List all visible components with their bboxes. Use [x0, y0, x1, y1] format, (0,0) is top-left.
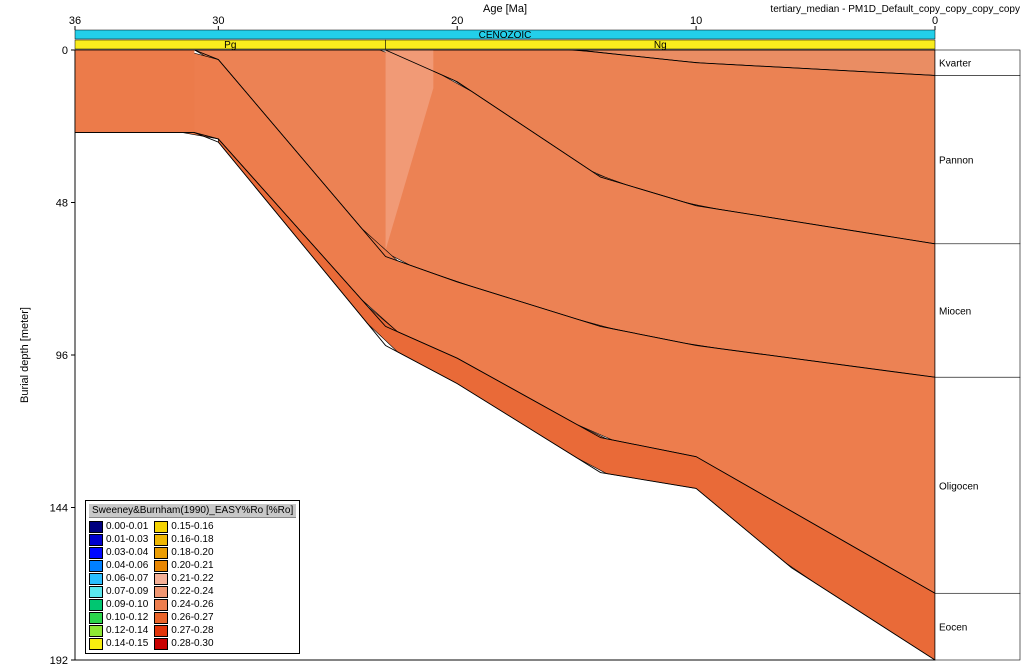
legend-item: 0.10-0.12: [89, 611, 148, 624]
legend-swatch: [89, 521, 103, 533]
x-axis-title: Age [Ma]: [483, 3, 527, 15]
legend-swatch: [154, 547, 168, 559]
legend-label: 0.09-0.10: [106, 598, 148, 611]
legend-label: 0.26-0.27: [171, 611, 213, 624]
legend-label: 0.16-0.18: [171, 533, 213, 546]
legend-swatch: [89, 547, 103, 559]
legend-swatch: [89, 625, 103, 637]
legend-swatch: [89, 586, 103, 598]
legend-item: 0.26-0.27: [154, 611, 213, 624]
legend-item: 0.27-0.28: [154, 624, 213, 637]
y-tick-label: 144: [50, 503, 68, 515]
legend-label: 0.00-0.01: [106, 520, 148, 533]
legend-swatch: [154, 521, 168, 533]
x-tick-label: 10: [690, 15, 702, 27]
legend-label: 0.14-0.15: [106, 637, 148, 650]
legend-item: 0.16-0.18: [154, 533, 213, 546]
legend-label: 0.21-0.22: [171, 572, 213, 585]
legend-label: 0.12-0.14: [106, 624, 148, 637]
legend-item: 0.15-0.16: [154, 520, 213, 533]
right-strat-label: Kvarter: [939, 59, 972, 70]
legend-swatch: [154, 573, 168, 585]
legend-swatch: [89, 612, 103, 624]
legend-label: 0.28-0.30: [171, 637, 213, 650]
period-label: Pg: [224, 40, 236, 51]
right-strat-label: Eocen: [939, 623, 967, 634]
legend-item: 0.14-0.15: [89, 637, 148, 650]
legend-grid: 0.00-0.010.01-0.030.03-0.040.04-0.060.06…: [89, 520, 296, 650]
plot-title: tertiary_median - PM1D_Default_copy_copy…: [770, 4, 1020, 15]
x-tick-label: 30: [212, 15, 224, 27]
y-axis-title: Burial depth [meter]: [19, 307, 31, 403]
legend-item: 0.24-0.26: [154, 598, 213, 611]
legend-swatch: [154, 599, 168, 611]
legend-item: 0.22-0.24: [154, 585, 213, 598]
burial-chart: CENOZOIC Pg Ng Kvarter Pannon Miocen Oligocen E…: [0, 0, 1024, 670]
legend-item: 0.28-0.30: [154, 637, 213, 650]
y-tick-label: 192: [50, 655, 68, 667]
period-label: Ng: [654, 40, 667, 51]
y-tick-label: 0: [62, 45, 68, 57]
x-tick-label: 36: [69, 15, 81, 27]
legend-label: 0.03-0.04: [106, 546, 148, 559]
legend-label: 0.01-0.03: [106, 533, 148, 546]
legend-label: 0.15-0.16: [171, 520, 213, 533]
legend-label: 0.20-0.21: [171, 559, 213, 572]
x-tick-label: 0: [932, 15, 938, 27]
legend-item: 0.18-0.20: [154, 546, 213, 559]
legend-item: 0.21-0.22: [154, 572, 213, 585]
right-strat-label: Pannon: [939, 156, 973, 167]
era-label: CENOZOIC: [479, 30, 532, 41]
legend-swatch: [154, 560, 168, 572]
right-strat-label: Miocen: [939, 307, 971, 318]
legend-item: 0.00-0.01: [89, 520, 148, 533]
y-tick-label: 48: [56, 198, 68, 210]
legend-item: 0.01-0.03: [89, 533, 148, 546]
legend-swatch: [89, 573, 103, 585]
legend-swatch: [154, 534, 168, 546]
legend-label: 0.07-0.09: [106, 585, 148, 598]
legend-box: Sweeney&Burnham(1990)_EASY%Ro [%Ro] 0.00…: [85, 500, 300, 654]
right-strat-label: Oligocen: [939, 481, 978, 492]
legend-label: 0.04-0.06: [106, 559, 148, 572]
legend-swatch: [154, 625, 168, 637]
legend-swatch: [154, 612, 168, 624]
legend-label: 0.06-0.07: [106, 572, 148, 585]
fill-region: [75, 50, 194, 133]
legend-label: 0.18-0.20: [171, 546, 213, 559]
legend-swatch: [89, 534, 103, 546]
x-tick-label: 20: [451, 15, 463, 27]
legend-swatch: [89, 638, 103, 650]
legend-item: 0.12-0.14: [89, 624, 148, 637]
legend-swatch: [89, 560, 103, 572]
legend-item: 0.06-0.07: [89, 572, 148, 585]
legend-title: Sweeney&Burnham(1990)_EASY%Ro [%Ro]: [89, 504, 296, 518]
legend-swatch: [89, 599, 103, 611]
legend-item: 0.04-0.06: [89, 559, 148, 572]
legend-label: 0.10-0.12: [106, 611, 148, 624]
y-tick-label: 96: [56, 350, 68, 362]
legend-item: 0.20-0.21: [154, 559, 213, 572]
legend-item: 0.09-0.10: [89, 598, 148, 611]
legend-item: 0.07-0.09: [89, 585, 148, 598]
legend-label: 0.24-0.26: [171, 598, 213, 611]
legend-swatch: [154, 638, 168, 650]
legend-item: 0.03-0.04: [89, 546, 148, 559]
legend-label: 0.22-0.24: [171, 585, 213, 598]
legend-swatch: [154, 586, 168, 598]
legend-label: 0.27-0.28: [171, 624, 213, 637]
